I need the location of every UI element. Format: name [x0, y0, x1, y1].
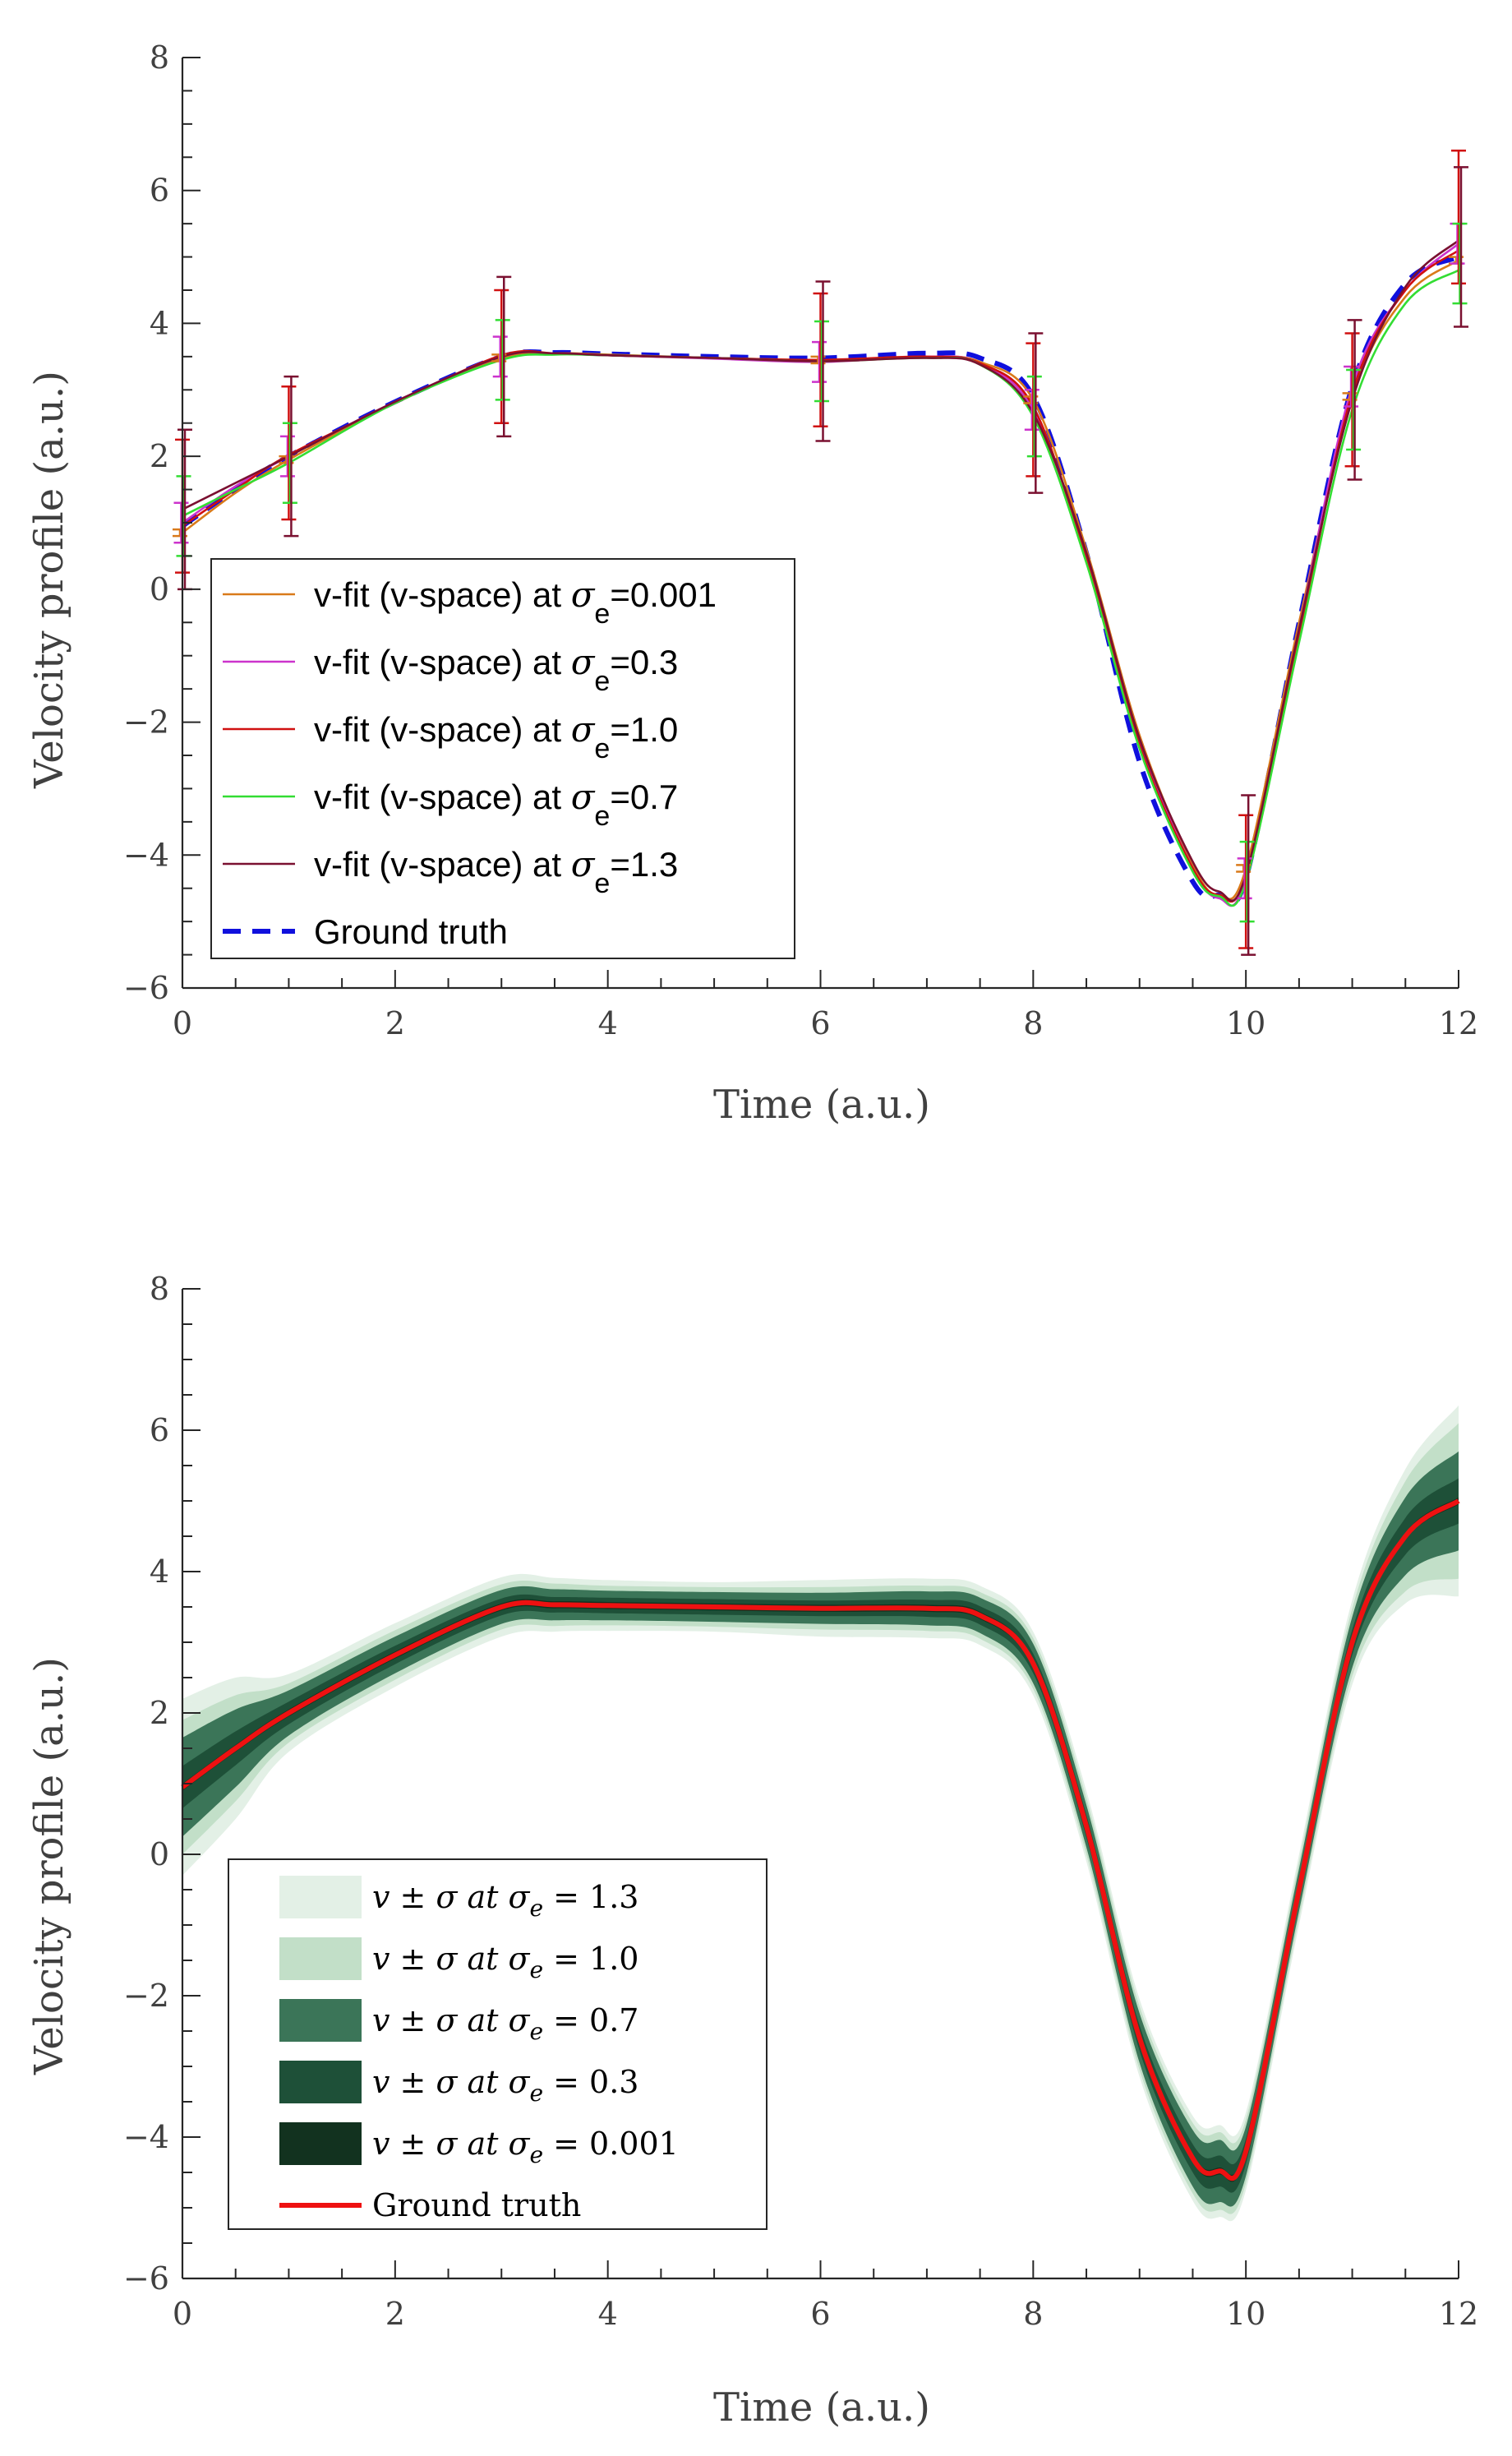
y-tick-label: 0	[150, 1836, 169, 1872]
error-bar	[1454, 166, 1468, 328]
error-bar	[279, 435, 295, 478]
y-tick-label: −6	[123, 2260, 169, 2297]
x-tick-label: 10	[1226, 1005, 1265, 1041]
y-tick-label: −2	[123, 1978, 169, 2014]
top-y-axis-label: Velocity profile (a.u.)	[26, 371, 72, 789]
bottom-legend-swatch	[279, 1937, 362, 1980]
error-bar	[281, 385, 297, 521]
bottom-legend-label: v ± σ at σe = 1.0	[372, 1941, 638, 1983]
error-bar	[1347, 319, 1362, 481]
error-bar	[815, 280, 831, 442]
x-tick-label: 8	[1023, 1005, 1043, 1041]
y-tick-label: 0	[150, 571, 169, 607]
bottom-legend: v ± σ at σe = 1.3 v ± σ at σe = 1.0 v ± σ …	[228, 1858, 768, 2230]
error-bar	[1237, 857, 1252, 900]
x-tick-label: 12	[1439, 2296, 1478, 2332]
bottom-legend-label: v ± σ at σe = 1.3	[372, 1879, 638, 1922]
y-tick-label: −6	[123, 970, 169, 1006]
bottom-legend-swatch	[279, 1999, 362, 2042]
error-bar	[282, 422, 297, 504]
x-tick-label: 10	[1226, 2296, 1265, 2332]
top-legend-box	[210, 558, 795, 959]
y-tick-label: −4	[123, 2119, 169, 2155]
error-bar	[1346, 368, 1362, 451]
y-tick-label: 2	[150, 1695, 169, 1731]
bottom-y-axis-label: Velocity profile (a.u.)	[26, 1657, 72, 2075]
error-bar	[173, 501, 189, 544]
y-tick-label: 6	[150, 173, 169, 209]
error-bar	[1239, 840, 1255, 923]
bottom-axes: 0 2 4 6 8 10 12 −6 −4 −2 0 2 4 6 8	[123, 1271, 1478, 2332]
bottom-x-axis-label: Time (a.u.)	[713, 2384, 930, 2431]
top-legend-label: v-fit (v-space) at σe=1.0	[314, 709, 678, 764]
error-bar	[1451, 149, 1466, 285]
bottom-legend-swatch	[279, 2061, 362, 2103]
top-legend-label: v-fit (v-space) at σe=0.001	[314, 575, 717, 630]
ground-truth-line	[181, 1498, 1460, 2181]
error-bar	[1344, 365, 1359, 408]
x-tick-label: 4	[598, 2296, 618, 2332]
error-bar	[813, 292, 828, 428]
top-legend: v-fit (v-space) at σe=0.001 v-fit (v-spac…	[210, 558, 795, 959]
top-legend-label: v-fit (v-space) at σe=1.3	[314, 844, 678, 899]
error-bar	[1026, 342, 1041, 478]
error-bar	[1028, 332, 1044, 494]
x-tick-label: 2	[385, 2296, 405, 2332]
error-bar	[176, 475, 191, 557]
y-tick-label: 2	[150, 438, 169, 474]
x-tick-label: 0	[173, 2296, 192, 2332]
bottom-legend-label: v ± σ at σe = 0.001	[372, 2126, 679, 2168]
x-tick-label: 0	[173, 1005, 192, 1041]
error-bar	[1024, 389, 1040, 432]
top-x-axis-label: Time (a.u.)	[713, 1082, 930, 1128]
bottom-chart: 0 2 4 6 8 10 12 −6 −4 −2 0 2 4 6 8 Time (a.u.) Velocit…	[26, 1271, 1478, 2431]
x-tick-label: 6	[810, 2296, 830, 2332]
bottom-legend-label: Ground truth	[372, 2187, 581, 2223]
y-tick-label: −4	[123, 837, 169, 873]
bottom-legend-swatch	[279, 2122, 362, 2165]
y-tick-label: 6	[150, 1412, 169, 1448]
bottom-legend-box	[228, 1858, 768, 2230]
error-bar	[1344, 332, 1360, 468]
x-tick-label: 12	[1439, 1005, 1478, 1041]
top-legend-label: v-fit (v-space) at σe=0.7	[314, 777, 678, 832]
error-bar	[812, 340, 827, 383]
x-tick-label: 2	[385, 1005, 405, 1041]
y-tick-label: 4	[150, 305, 169, 341]
y-tick-label: −2	[123, 704, 169, 741]
bottom-truth-line	[181, 1498, 1460, 2181]
top-axes: 0 2 4 6 8 10 12 −6 −4 −2 0 2 4 6 8	[123, 39, 1478, 1041]
bottom-legend-swatch	[279, 1876, 362, 1918]
error-bar	[284, 375, 299, 538]
x-tick-label: 8	[1023, 2296, 1043, 2332]
y-tick-label: 8	[150, 39, 169, 76]
error-bar	[494, 289, 509, 424]
y-tick-label: 4	[150, 1553, 169, 1590]
error-bar	[1241, 794, 1256, 956]
error-bar	[177, 428, 192, 591]
x-tick-label: 6	[810, 1005, 830, 1041]
error-bar	[495, 319, 510, 401]
error-bar	[814, 320, 829, 403]
x-tick-label: 4	[598, 1005, 618, 1041]
error-bar	[492, 335, 508, 378]
bottom-legend-label: v ± σ at σe = 0.3	[372, 2064, 638, 2107]
top-legend-label: v-fit (v-space) at σe=0.3	[314, 642, 678, 697]
y-tick-label: 8	[150, 1271, 169, 1307]
error-bar	[1238, 814, 1254, 949]
top-error-bars	[173, 149, 1468, 956]
uncertainty-band	[182, 1451, 1459, 2207]
top-legend-label: Ground truth	[314, 912, 508, 951]
top-chart: 0 2 4 6 8 10 12 −6 −4 −2 0 2 4 6 8 Time (a.u.) Velocit…	[26, 39, 1478, 1128]
error-bar	[1026, 375, 1042, 458]
error-bar	[1452, 222, 1468, 305]
error-bar	[496, 275, 512, 438]
bottom-legend-label: v ± σ at σe = 0.7	[372, 2002, 638, 2045]
